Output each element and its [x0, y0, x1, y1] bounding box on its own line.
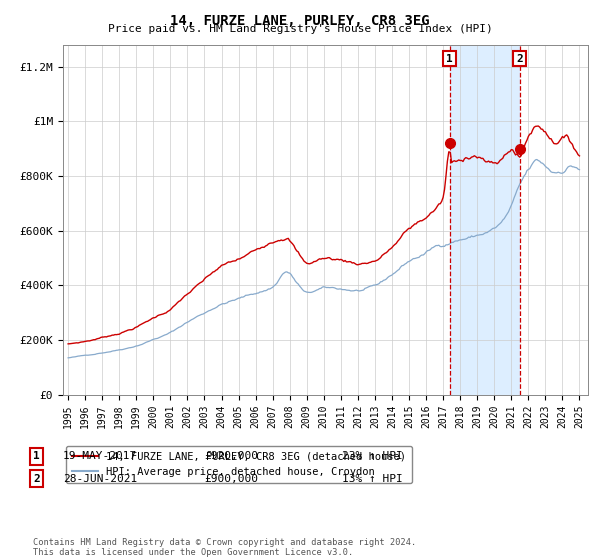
Text: 1: 1 — [446, 54, 453, 63]
Text: Price paid vs. HM Land Registry's House Price Index (HPI): Price paid vs. HM Land Registry's House … — [107, 24, 493, 34]
Text: 28-JUN-2021: 28-JUN-2021 — [63, 474, 137, 484]
Text: 14, FURZE LANE, PURLEY, CR8 3EG: 14, FURZE LANE, PURLEY, CR8 3EG — [170, 14, 430, 28]
Text: 19-MAY-2017: 19-MAY-2017 — [63, 451, 137, 461]
Text: £920,000: £920,000 — [204, 451, 258, 461]
Text: £900,000: £900,000 — [204, 474, 258, 484]
Text: 23% ↑ HPI: 23% ↑ HPI — [342, 451, 403, 461]
Text: 2: 2 — [33, 474, 40, 484]
Text: 13% ↑ HPI: 13% ↑ HPI — [342, 474, 403, 484]
Bar — [449, 45, 520, 395]
Text: 1: 1 — [33, 451, 40, 461]
Text: 2: 2 — [516, 54, 523, 63]
Text: Contains HM Land Registry data © Crown copyright and database right 2024.
This d: Contains HM Land Registry data © Crown c… — [33, 538, 416, 557]
Legend: 14, FURZE LANE, PURLEY, CR8 3EG (detached house), HPI: Average price, detached h: 14, FURZE LANE, PURLEY, CR8 3EG (detache… — [65, 446, 412, 483]
